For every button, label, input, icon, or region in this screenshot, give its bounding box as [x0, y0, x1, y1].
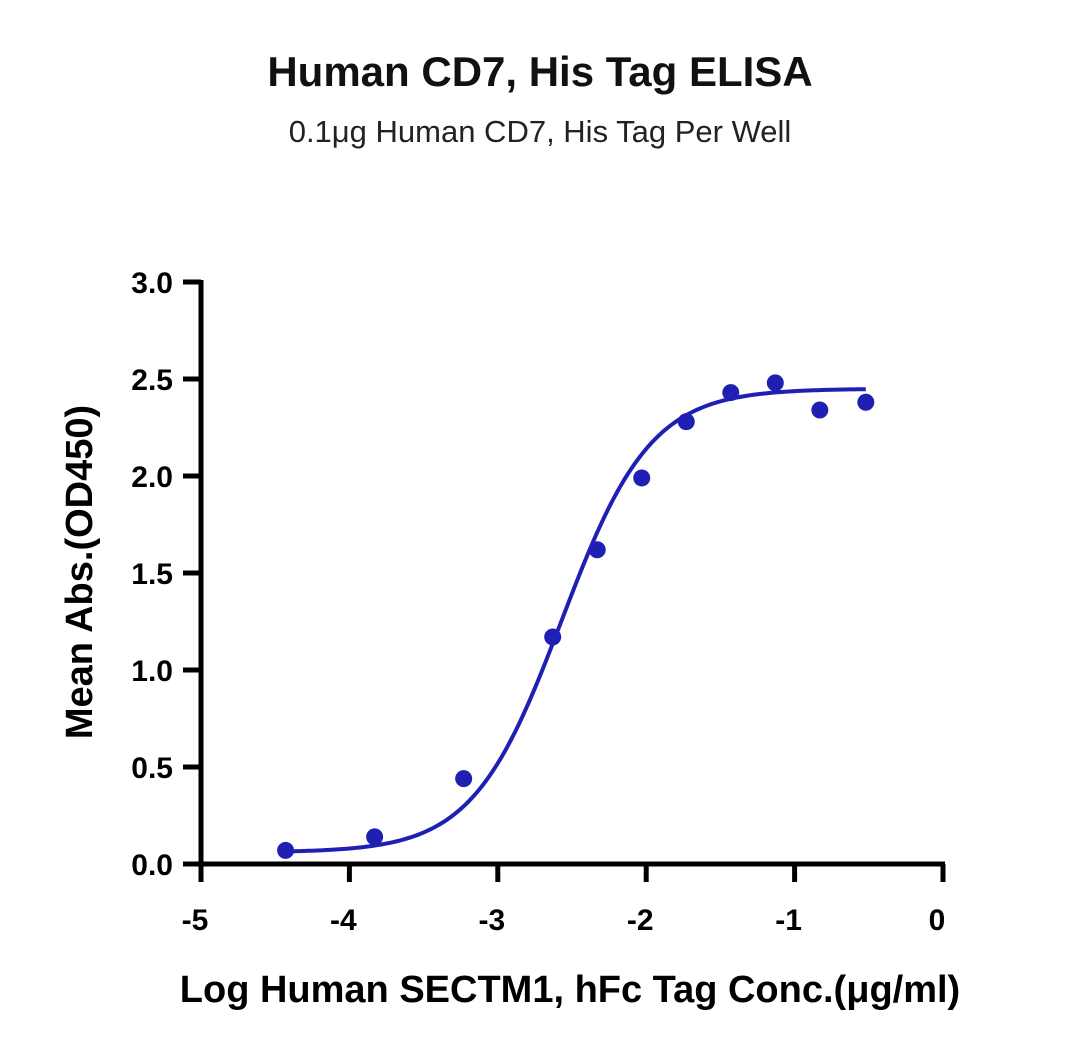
y-tick-label: 3.0 — [131, 267, 173, 300]
y-tick-label: 0.5 — [131, 752, 173, 785]
x-tick-label: -4 — [330, 904, 357, 937]
data-point — [766, 374, 784, 392]
data-point — [366, 828, 384, 846]
y-axis-title: Mean Abs.(OD450) — [59, 405, 101, 739]
data-point — [633, 469, 651, 487]
x-tick-label: 0 — [929, 904, 946, 937]
y-tick-label: 2.0 — [131, 461, 173, 494]
data-points-layer — [277, 374, 875, 859]
y-tick-label: 1.0 — [131, 655, 173, 688]
y-tick-label: 2.5 — [131, 364, 173, 397]
x-tick-label: -3 — [478, 904, 505, 937]
data-point — [811, 401, 829, 419]
data-point — [455, 770, 473, 788]
fit-curve-layer — [285, 387, 866, 854]
y-tick-label: 0.0 — [131, 849, 173, 882]
x-axis-title: Log Human SECTM1, hFc Tag Conc.(μg/ml) — [180, 969, 960, 1011]
chart-subtitle: 0.1μg Human CD7, His Tag Per Well — [288, 114, 792, 149]
chart-title: Human CD7, His Tag ELISA — [267, 48, 813, 95]
x-tick-label: -2 — [627, 904, 654, 937]
data-point — [544, 628, 562, 646]
y-tick-label: 1.5 — [131, 558, 173, 591]
fit-curve — [285, 387, 866, 854]
data-point — [677, 413, 695, 431]
data-point — [857, 393, 875, 411]
data-point — [277, 841, 295, 859]
x-tick-label: -5 — [182, 904, 209, 937]
x-tick-label: -1 — [775, 904, 802, 937]
data-point — [722, 384, 740, 402]
data-point — [588, 541, 606, 559]
axes: 0.0 0.5 1.0 1.5 2.0 2.5 3.0 -5 -4 -3 -2 -1 0 — [131, 267, 946, 937]
